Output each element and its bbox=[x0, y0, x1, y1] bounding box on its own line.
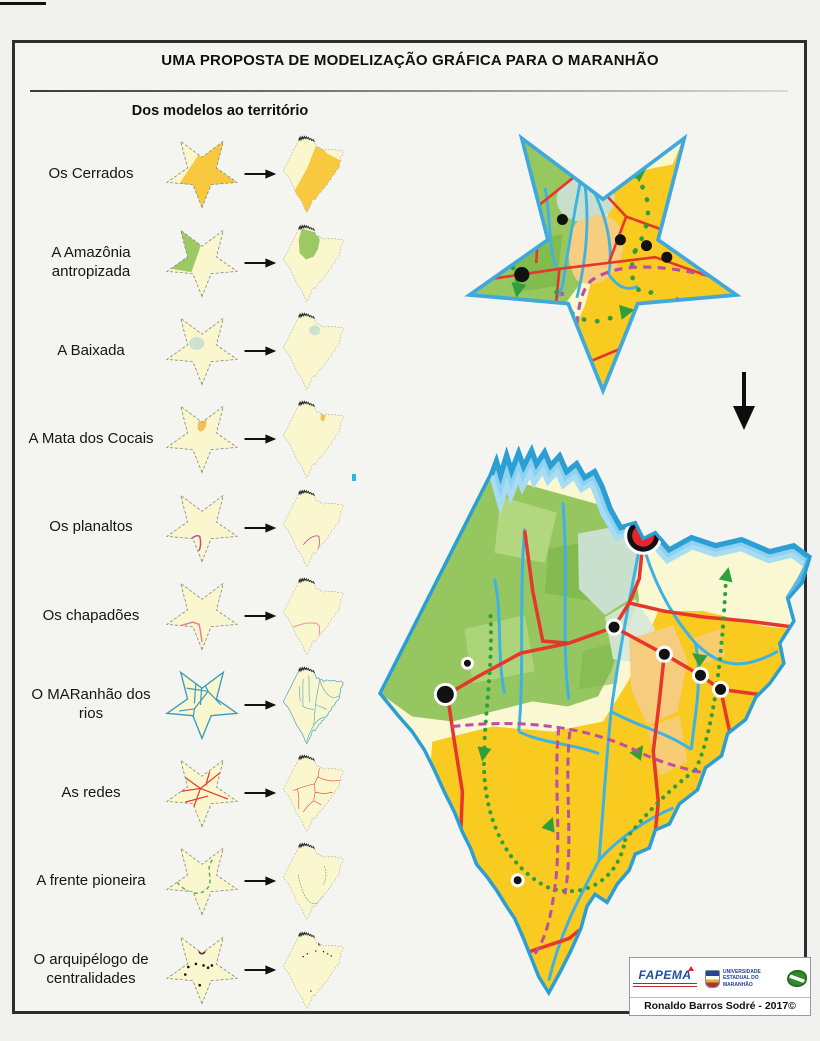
pioneer-arrows bbox=[477, 567, 733, 833]
model-row-planaltos: Os planaltos bbox=[18, 484, 354, 572]
right-arrow-icon bbox=[244, 523, 277, 533]
territory-map-cerrados bbox=[283, 136, 344, 214]
column-subtitle: Dos modelos ao território bbox=[131, 103, 309, 119]
page-title: UMA PROPOSTA DE MODELIZAÇÃO GRÁFICA PARA… bbox=[161, 52, 659, 69]
model-star-cerrados-icon bbox=[166, 141, 238, 209]
model-label: O MARanhão dos rios bbox=[31, 685, 151, 722]
model-row-baixada: A Baixada bbox=[18, 307, 354, 395]
model-label: A Mata dos Cocais bbox=[28, 430, 154, 448]
model-row-cocais: A Mata dos Cocais bbox=[18, 395, 354, 483]
territory-map-pioneira bbox=[283, 843, 344, 921]
right-arrow-icon bbox=[244, 257, 277, 268]
credit-box: FAPEMA UNIVERSIDADE ESTADUAL DO MARANHÃO… bbox=[629, 957, 811, 1016]
fapema-wordmark: FAPEMA bbox=[638, 966, 694, 982]
model-star-amazonia-icon bbox=[166, 229, 238, 297]
model-star-planaltos-icon bbox=[166, 494, 238, 562]
model-star-redes-icon bbox=[166, 759, 238, 827]
model-row-centralidades: O arquipélogo de centralidades bbox=[18, 926, 354, 1014]
model-label: A Baixada bbox=[57, 341, 125, 359]
green-emblem-icon bbox=[787, 970, 807, 987]
model-label: Os planaltos bbox=[49, 518, 133, 536]
model-star-cocais-icon bbox=[166, 406, 238, 474]
model-star-pioneira-icon bbox=[166, 848, 238, 916]
territory-map-rios bbox=[282, 666, 344, 744]
uema-label: UNIVERSIDADE ESTADUAL DO MARANHÃO bbox=[723, 968, 761, 988]
model-label: Os Cerrados bbox=[48, 164, 134, 182]
territory-map-chapadoes bbox=[283, 578, 344, 656]
right-arrow-icon bbox=[244, 434, 277, 445]
cocais-region bbox=[629, 625, 688, 726]
model-star-baixada-icon bbox=[166, 317, 238, 385]
model-label: A Amazônia antropizada bbox=[51, 243, 131, 280]
model-row-chapadoes: Os chapadões bbox=[18, 572, 354, 660]
synthesis-star-map bbox=[467, 136, 739, 393]
model-label: A frente pioneira bbox=[36, 872, 146, 890]
model-label: O arquipélogo de centralidades bbox=[33, 951, 149, 987]
model-row-pioneira: A frente pioneira bbox=[18, 837, 354, 925]
author-credit: Ronaldo Barros Sodré - 2017© bbox=[630, 997, 810, 1015]
small-blue-mark bbox=[352, 474, 356, 481]
model-row-amazonia: A Amazônia antropizada bbox=[18, 218, 354, 306]
poster-frame bbox=[12, 40, 807, 1014]
model-label: As redes bbox=[61, 783, 121, 801]
city-dots bbox=[433, 618, 730, 888]
model-rows: Os Cerrados A Amazônia antropizada bbox=[18, 130, 354, 1014]
right-arrow-icon bbox=[244, 611, 277, 621]
fapema-logo: FAPEMA bbox=[633, 966, 697, 988]
logos-row: FAPEMA UNIVERSIDADE ESTADUAL DO MARANHÃO bbox=[630, 958, 810, 997]
uema-logo: UNIVERSIDADE ESTADUAL DO MARANHÃO bbox=[705, 969, 779, 989]
right-arrow-icon bbox=[244, 346, 277, 356]
right-arrow-icon bbox=[244, 965, 277, 975]
scan-artifact-line bbox=[0, 2, 46, 5]
model-row-redes: As redes bbox=[18, 749, 354, 837]
amazonia-region bbox=[380, 474, 644, 722]
model-star-rios-icon bbox=[166, 671, 238, 739]
baixada-region bbox=[577, 524, 642, 616]
model-label: Os chapadões bbox=[42, 606, 140, 624]
territory-map-cocais bbox=[283, 401, 344, 479]
maranhao-territory-map bbox=[378, 446, 812, 995]
model-star-chapadoes-icon bbox=[166, 583, 238, 651]
model-star-centralidades-icon bbox=[166, 936, 238, 1004]
fapema-tagline-lines bbox=[633, 983, 697, 988]
territory-map-planaltos bbox=[283, 489, 344, 567]
right-arrow-icon bbox=[244, 169, 277, 179]
right-arrow-icon bbox=[244, 700, 277, 710]
model-row-rios: O MARanhão dos rios bbox=[18, 660, 354, 748]
territory-map-centralidades bbox=[283, 931, 344, 1009]
territory-map-amazonia bbox=[283, 224, 344, 302]
title-divider bbox=[30, 90, 788, 92]
down-arrow-icon bbox=[733, 372, 755, 430]
territory-map-redes bbox=[283, 755, 344, 832]
model-row-cerrados: Os Cerrados bbox=[18, 130, 354, 218]
territory-map-baixada bbox=[283, 313, 344, 390]
right-arrow-icon bbox=[244, 876, 277, 887]
right-arrow-icon bbox=[244, 788, 277, 798]
uema-crest-icon bbox=[705, 969, 720, 988]
